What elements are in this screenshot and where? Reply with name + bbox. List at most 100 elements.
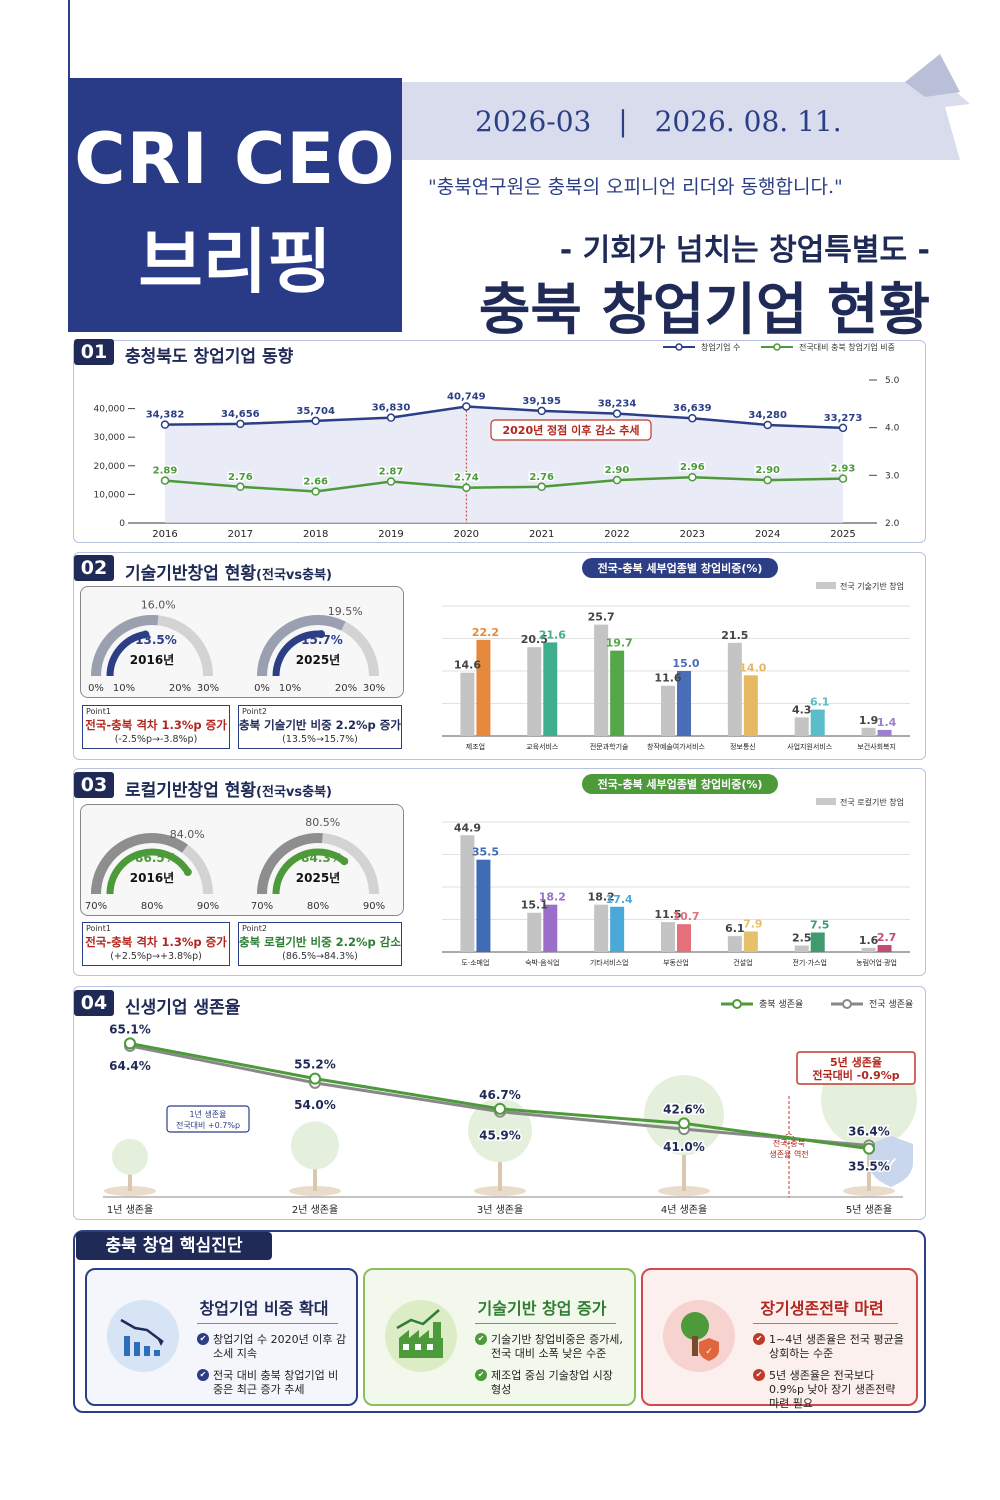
x-tick-label: 2020 xyxy=(454,529,479,540)
bar-chungbuk xyxy=(610,906,625,952)
chungbuk-survival-point xyxy=(494,1102,506,1115)
gauge-chungbuk-label: 15.7% xyxy=(301,633,343,647)
local-point1-detail: (+2.5%p→+3.8%p) xyxy=(110,951,202,962)
share-value-label: 2.93 xyxy=(831,464,856,475)
share-value-label: 2.74 xyxy=(454,473,479,484)
share-point xyxy=(612,475,622,485)
x-tick-label: 2025 xyxy=(830,529,855,540)
share-value-label: 2.90 xyxy=(755,465,780,476)
national-survival-label: 54.0% xyxy=(294,1098,336,1112)
startups-point xyxy=(688,413,697,423)
share-value-label: 2.87 xyxy=(379,467,404,478)
share-point xyxy=(462,483,471,492)
gauge-national-arc xyxy=(257,833,323,895)
share-value-label: 2.76 xyxy=(228,472,253,483)
local-point1-box: Point1 전국-충북 격차 1.3%p 증가 (+2.5%p→+3.8%p) xyxy=(82,922,230,966)
bar-chungbuk-value: 21.6 xyxy=(539,628,566,641)
startups-value-label: 38,234 xyxy=(598,399,637,410)
issue-number: 2026-03 xyxy=(475,105,592,138)
bar-national-value: 1.9 xyxy=(859,714,879,727)
section-03-number: 03 xyxy=(74,772,114,798)
chungbuk-survival-point xyxy=(124,1037,136,1050)
legend-label-chungbuk: 충북 생존율 xyxy=(759,999,803,1010)
x-tick-label: 2018 xyxy=(303,529,328,540)
x-tick-label: 2022 xyxy=(604,529,629,540)
share-value-label: 2.76 xyxy=(529,472,554,483)
bar-chungbuk xyxy=(677,671,691,736)
bar-national xyxy=(527,647,542,736)
bar-legend-label: 전국 로컬기반 창업 xyxy=(840,797,904,807)
gauge-year-label: 2016년 xyxy=(130,871,174,885)
startups-line xyxy=(164,405,844,430)
bar-national xyxy=(460,672,475,736)
gauge-chungbuk-marker xyxy=(317,630,326,639)
startups-value-label: 34,280 xyxy=(748,410,787,421)
bar-chungbuk-value: 18.2 xyxy=(539,891,566,904)
bar-chungbuk-value: 19.7 xyxy=(606,637,633,650)
x-tick-label: 2024 xyxy=(755,529,780,540)
bar-national-value: 21.5 xyxy=(721,629,748,642)
bar-category-label: 보건사회복지 xyxy=(857,742,896,751)
tree-trunk xyxy=(128,1162,132,1191)
y-left-tick-label: 40,000 xyxy=(94,405,126,415)
gauge-year-label: 2016년 xyxy=(130,653,174,667)
bar-chungbuk xyxy=(877,944,892,952)
chungbuk-survival-label: 55.2% xyxy=(294,1058,336,1072)
issue-info: 2026-03 | 2026. 08. 11. xyxy=(475,105,842,138)
bar-chungbuk xyxy=(810,709,825,736)
issue-date: 2026. 08. 11. xyxy=(654,105,842,138)
bar-legend-label: 전국 기술기반 창업 xyxy=(840,581,904,591)
gauge-chungbuk-arc xyxy=(272,630,322,677)
legend-marker-startups xyxy=(675,343,683,351)
x-tick-label: 2016 xyxy=(152,529,177,540)
diagnosis-card-3-title: 장기생존전략 마련 xyxy=(760,1299,884,1318)
bar-national-value: 14.6 xyxy=(454,659,481,672)
startups-value-label: 34,656 xyxy=(221,409,260,420)
section-02-number: 02 xyxy=(74,555,114,581)
tree-crown xyxy=(112,1138,148,1175)
tech-point1-box: Point1 전국-충북 격차 1.3%p 증가 (-2.5%p→-3.8%p) xyxy=(82,705,230,749)
bar-chungbuk-value: 7.5 xyxy=(810,919,830,932)
bar-category-label: 전기·가스업 xyxy=(792,958,826,967)
bar-category-label: 농림어업·광업 xyxy=(856,958,897,967)
bar-chungbuk-value: 35.5 xyxy=(472,846,499,859)
year1-annotation-box xyxy=(166,1105,250,1133)
gauge-year-label: 2025년 xyxy=(296,653,340,667)
bar-chungbuk xyxy=(677,924,691,952)
bar-national-value: 2.5 xyxy=(792,932,812,945)
share-value-label: 2.96 xyxy=(680,462,705,473)
diagnosis-card-2: 기술기반 창업 증가 기술기반 창업비중은 증가세, 전국 대비 소폭 낮은 수… xyxy=(363,1268,636,1406)
startups-area-fill xyxy=(165,406,843,523)
startups-value-label: 36,830 xyxy=(372,403,411,414)
diagnosis-card-1: 창업기업 비중 확대 창업기업 수 2020년 이후 감소세 지속 전국 대비 … xyxy=(85,1268,358,1406)
gauge-tick-label: 80% xyxy=(141,901,163,912)
chungbuk-survival-point xyxy=(863,1142,875,1155)
bar-national xyxy=(594,624,609,736)
gauge-chungbuk-arc xyxy=(106,631,147,677)
national-survival-label: 41.0% xyxy=(663,1140,705,1154)
x-tick-label: 4년 생존율 xyxy=(661,1204,707,1216)
legend-marker-chungbuk xyxy=(732,999,742,1009)
chungbuk-survival-label: 46.7% xyxy=(479,1088,521,1102)
section-03-title: 로컬기반창업 현황(전국vs충북) xyxy=(125,776,332,801)
bar-chart-title: 전국-충북 세부업종별 창업비중(%) xyxy=(598,777,763,791)
bar-chungbuk-value: 7.9 xyxy=(743,917,763,930)
gauge-chungbuk-marker xyxy=(183,868,192,877)
shield-icon xyxy=(869,1136,913,1187)
bar-national xyxy=(861,727,876,736)
section-02-title-main: 기술기반창업 현황 xyxy=(125,564,257,584)
gauge-tick-label: 80% xyxy=(307,901,329,912)
chungbuk-survival-label: 35.5% xyxy=(848,1160,890,1174)
diagnosis-card-3: ✓ 장기생존전략 마련 1~4년 생존율은 전국 평균을 상회하는 수준 5년 … xyxy=(641,1268,918,1410)
chungbuk-survival-label: 65.1% xyxy=(109,1022,151,1036)
tree-crown xyxy=(644,1075,724,1155)
bar-category-label: 기타서비스업 xyxy=(590,958,629,967)
startups-point xyxy=(386,413,396,422)
bar-chart-title: 전국-충북 세부업종별 창업비중(%) xyxy=(598,561,763,575)
tech-point2-label: Point2 xyxy=(242,707,267,716)
tree-shield-icon: ✓ xyxy=(663,1300,735,1372)
tree-trunk xyxy=(682,1127,686,1191)
legend-label-share: 전국대비 충북 창업기업 비중 xyxy=(799,342,895,352)
x-tick-label: 5년 생존율 xyxy=(846,1204,892,1216)
diagnosis-card-2-title: 기술기반 창업 증가 xyxy=(477,1299,607,1318)
